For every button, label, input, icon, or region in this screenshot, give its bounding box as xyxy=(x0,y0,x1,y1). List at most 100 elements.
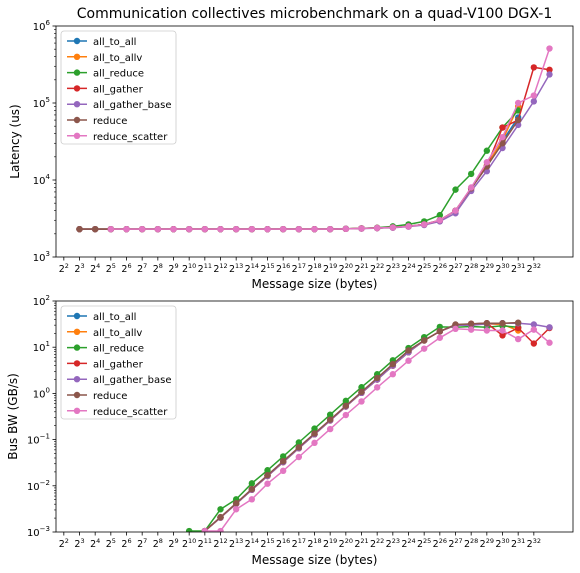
data-point-reduce_scatter xyxy=(264,480,271,487)
data-point-reduce_scatter xyxy=(123,225,130,233)
series-line-all_reduce xyxy=(189,325,519,532)
x-tick-label: 23 xyxy=(74,537,84,550)
y-tick-label: 106 xyxy=(33,19,51,33)
legend-label-reduce_scatter: reduce_scatter xyxy=(93,132,168,143)
x-tick-label: 227 xyxy=(448,262,462,275)
legend-marker-all_to_all xyxy=(73,312,81,320)
data-point-reduce_scatter xyxy=(201,225,209,233)
series-line-reduce_scatter xyxy=(204,328,550,532)
x-tick-label: 29 xyxy=(168,537,178,550)
data-point-all_gather xyxy=(530,340,538,347)
data-point-reduce_scatter xyxy=(358,398,365,405)
x-tick-label: 26 xyxy=(121,537,131,550)
data-point-reduce xyxy=(499,320,506,327)
x-tick-label: 229 xyxy=(480,262,494,275)
x-tick-label: 28 xyxy=(153,537,163,550)
x-tick-label: 224 xyxy=(401,537,415,550)
data-point-reduce_scatter xyxy=(170,225,177,233)
legend-label-all_gather_base: all_gather_base xyxy=(93,375,172,386)
chart-title: Communication collectives microbenchmark… xyxy=(77,6,553,22)
data-point-reduce xyxy=(514,319,522,326)
x-tick-label: 215 xyxy=(260,262,274,275)
data-point-reduce_scatter xyxy=(452,207,459,214)
data-point-reduce_scatter xyxy=(201,527,209,532)
x-tick-label: 24 xyxy=(90,262,100,275)
y-tick-label: 100 xyxy=(33,386,50,400)
series-layer xyxy=(76,45,553,233)
x-tick-label: 221 xyxy=(354,537,368,550)
data-point-all_reduce xyxy=(483,147,491,154)
data-point-all_reduce xyxy=(248,480,256,487)
y-axis-label: Latency (us) xyxy=(8,104,22,178)
x-tick-label: 22 xyxy=(59,262,69,275)
data-point-reduce_scatter xyxy=(311,225,318,233)
data-point-reduce_scatter xyxy=(452,325,459,333)
data-point-reduce_scatter xyxy=(530,92,538,99)
data-point-reduce_scatter xyxy=(342,225,350,233)
x-tick-label: 230 xyxy=(495,262,509,275)
data-point-reduce_scatter xyxy=(138,225,146,233)
legend-marker-all_gather_base xyxy=(73,376,81,383)
data-point-reduce_scatter xyxy=(373,224,381,232)
legend-marker-reduce xyxy=(73,391,81,399)
x-tick-label: 210 xyxy=(182,262,196,275)
x-tick-label: 232 xyxy=(527,262,541,275)
data-point-reduce xyxy=(420,337,428,344)
x-axis-label: Message size (bytes) xyxy=(252,277,378,291)
data-point-reduce xyxy=(499,140,506,147)
series-line-reduce_scatter xyxy=(110,48,551,230)
series-line-all_gather xyxy=(204,322,551,532)
data-point-reduce_scatter xyxy=(436,217,444,224)
x-tick-label: 226 xyxy=(433,262,447,275)
x-tick-label: 224 xyxy=(401,262,415,275)
legend-marker-all_gather xyxy=(73,85,81,92)
data-point-reduce_scatter xyxy=(373,384,381,391)
y-tick-label: 10−3 xyxy=(27,525,50,539)
x-tick-label: 214 xyxy=(245,262,259,275)
data-point-all_gather xyxy=(546,66,553,73)
y-axis-label: Bus BW (GB/s) xyxy=(6,373,20,460)
x-tick-label: 29 xyxy=(168,262,178,275)
x-tick-label: 27 xyxy=(137,537,147,550)
data-point-reduce_scatter xyxy=(232,225,240,233)
data-point-all_gather xyxy=(499,124,506,131)
data-point-reduce_scatter xyxy=(248,496,256,503)
data-point-all_gather xyxy=(514,324,522,332)
data-point-all_reduce xyxy=(264,467,271,474)
x-tick-label: 215 xyxy=(260,537,274,550)
data-point-reduce_scatter xyxy=(326,225,334,233)
x-tick-label: 231 xyxy=(511,537,525,550)
data-point-reduce_scatter xyxy=(499,133,506,141)
x-tick-label: 217 xyxy=(292,262,306,275)
data-point-all_reduce xyxy=(217,506,224,513)
x-tick-label: 216 xyxy=(276,262,290,275)
data-point-reduce_scatter xyxy=(154,225,162,233)
legend-marker-all_to_all xyxy=(73,37,81,45)
data-point-all_reduce xyxy=(514,107,522,114)
data-point-reduce xyxy=(389,360,397,368)
chart-panel-2: 10−3 10−2 10−1 100 101 102 22 23 24 25 26 27 28 29 210… xyxy=(6,294,574,567)
data-point-reduce xyxy=(76,225,83,233)
x-tick-label: 223 xyxy=(386,262,400,275)
data-point-reduce xyxy=(436,328,444,335)
x-tick-label: 228 xyxy=(464,262,478,275)
x-tick-label: 220 xyxy=(339,262,353,275)
legend-label-all_reduce: all_reduce xyxy=(93,344,144,355)
data-point-all_gather xyxy=(499,332,506,339)
x-tick-label: 23 xyxy=(74,262,84,275)
data-point-reduce xyxy=(326,416,334,423)
data-point-reduce_scatter xyxy=(483,327,491,334)
data-point-reduce_scatter xyxy=(358,225,365,232)
data-point-all_reduce xyxy=(342,397,350,405)
legend-box xyxy=(60,305,177,420)
legend-label-reduce: reduce xyxy=(93,391,127,402)
legend-label-all_to_all: all_to_all xyxy=(93,37,136,48)
data-point-all_reduce xyxy=(467,170,475,178)
data-point-reduce_scatter xyxy=(514,335,522,343)
x-tick-label: 217 xyxy=(292,537,306,550)
data-point-reduce_scatter xyxy=(499,327,506,334)
series-layer xyxy=(185,319,553,532)
data-point-reduce_scatter xyxy=(326,425,334,433)
data-point-reduce_scatter xyxy=(420,345,428,352)
x-tick-label: 28 xyxy=(153,262,163,275)
